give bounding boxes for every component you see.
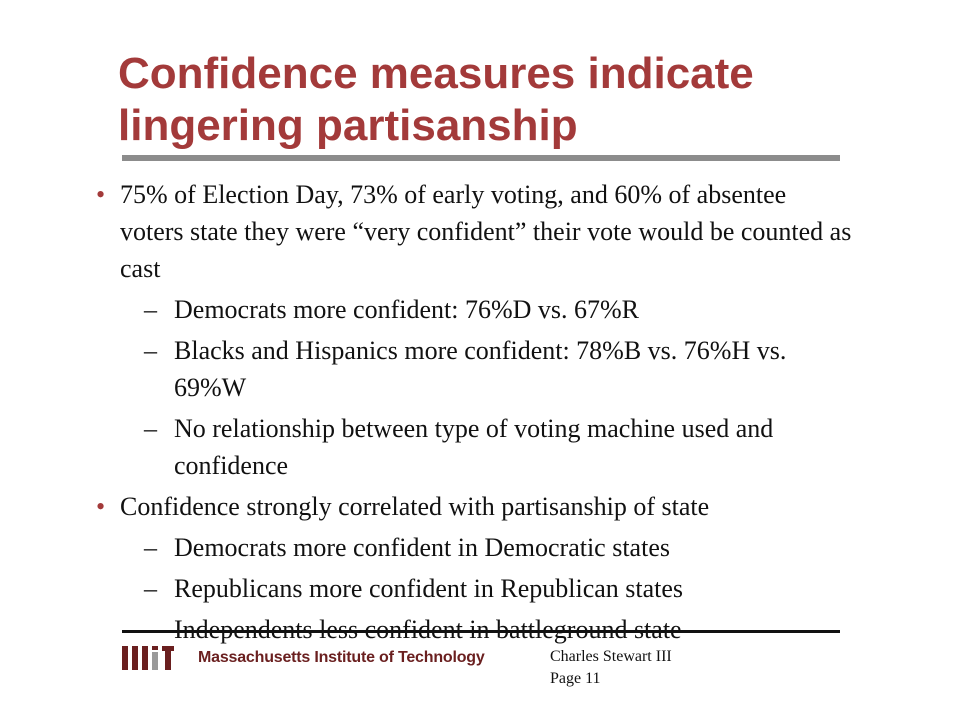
- sub-bullet-item: – Blacks and Hispanics more confident: 7…: [144, 332, 856, 406]
- sub-bullet-text: Republicans more confident in Republican…: [174, 574, 684, 603]
- mit-logo-icon: [122, 646, 174, 670]
- bullet-item: • 75% of Election Day, 73% of early voti…: [96, 176, 856, 287]
- sub-bullet-item: – Independents less confident in battleg…: [144, 611, 856, 648]
- sub-bullet-item: – Democrats more confident: 76%D vs. 67%…: [144, 291, 856, 328]
- sub-bullet-marker: –: [144, 533, 157, 562]
- bullet-item: • Confidence strongly correlated with pa…: [96, 488, 856, 525]
- sub-bullet-list: – Democrats more confident: 76%D vs. 67%…: [144, 291, 856, 484]
- sub-bullet-text: Independents less confident in battlegro…: [174, 615, 682, 644]
- sub-bullet-text: No relationship between type of voting m…: [174, 414, 774, 480]
- sub-bullet-text: Democrats more confident in Democratic s…: [174, 533, 670, 562]
- sub-bullet-marker: –: [144, 295, 157, 324]
- sub-bullet-item: – Republicans more confident in Republic…: [144, 570, 856, 607]
- footer-divider: [122, 630, 840, 633]
- sub-bullet-list: – Democrats more confident in Democratic…: [144, 529, 856, 648]
- sub-bullet-marker: –: [144, 611, 174, 648]
- slide-title: Confidence measures indicate lingering p…: [118, 49, 754, 150]
- sub-bullet-marker: –: [144, 414, 157, 443]
- sub-bullet-item: – Democrats more confident in Democratic…: [144, 529, 856, 566]
- sub-bullet-marker: –: [144, 336, 157, 365]
- slide-footer: Charles Stewart III Page 11: [550, 646, 672, 690]
- sub-bullet-text: Democrats more confident: 76%D vs. 67%R: [174, 295, 640, 324]
- bullet-marker: •: [96, 492, 106, 521]
- bullet-text: 75% of Election Day, 73% of early voting…: [120, 180, 852, 283]
- author-name: Charles Stewart III: [550, 648, 672, 665]
- sub-bullet-marker: –: [144, 574, 157, 603]
- slide-content: • 75% of Election Day, 73% of early voti…: [96, 176, 856, 652]
- logo-wordmark: Massachusetts Institute of Technology: [198, 649, 485, 666]
- title-divider: [122, 155, 840, 161]
- institution-logo: Massachusetts Institute of Technology: [122, 646, 485, 670]
- bullet-text: Confidence strongly correlated with part…: [120, 492, 710, 521]
- bullet-marker: •: [96, 180, 106, 209]
- sub-bullet-text: Blacks and Hispanics more confident: 78%…: [174, 336, 787, 402]
- page-number: Page 11: [550, 670, 601, 687]
- sub-bullet-item: – No relationship between type of voting…: [144, 410, 856, 484]
